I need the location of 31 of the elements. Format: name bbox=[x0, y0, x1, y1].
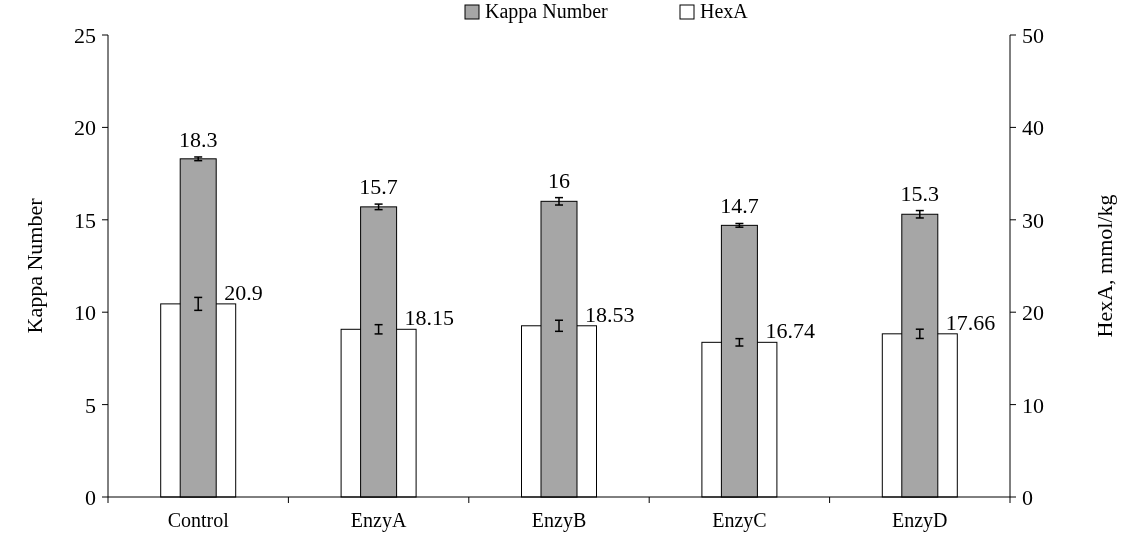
data-label: 17.66 bbox=[945, 309, 996, 335]
y-tick-label: 5 bbox=[85, 392, 96, 418]
x-tick-label: EnzyC bbox=[712, 509, 767, 532]
y2-tick-label: 20 bbox=[1022, 300, 1044, 326]
x-tick-label: EnzyB bbox=[531, 509, 587, 532]
data-label: 15.7 bbox=[359, 174, 398, 200]
x-tick-label: EnzyD bbox=[892, 509, 948, 532]
y-tick-label: 25 bbox=[74, 23, 96, 48]
data-label: 18.3 bbox=[178, 126, 218, 152]
y-axis-title: Kappa Number bbox=[22, 197, 47, 334]
y2-axis-title: HexA, mmol/kg bbox=[1092, 194, 1117, 338]
legend-label: HexA bbox=[700, 0, 749, 22]
data-label: 16.74 bbox=[765, 318, 815, 344]
y2-tick-label: 50 bbox=[1022, 23, 1044, 48]
y2-tick-label: 40 bbox=[1022, 115, 1044, 141]
data-label: 18.53 bbox=[585, 301, 635, 327]
x-tick-label: EnzyA bbox=[350, 509, 407, 532]
data-label: 15.3 bbox=[900, 180, 940, 206]
y2-tick-label: 30 bbox=[1022, 207, 1044, 233]
x-tick-label: Control bbox=[167, 509, 230, 531]
data-label: 14.7 bbox=[720, 193, 759, 219]
data-label: 16 bbox=[548, 167, 570, 193]
y-tick-label: 10 bbox=[74, 300, 96, 326]
y-tick-label: 0 bbox=[85, 485, 96, 510]
legend-label: Kappa Number bbox=[485, 0, 609, 23]
y2-tick-label: 10 bbox=[1022, 392, 1044, 418]
y-tick-label: 15 bbox=[74, 207, 96, 233]
y2-tick-label: 0 bbox=[1022, 485, 1033, 510]
data-label: 20.9 bbox=[224, 279, 263, 305]
data-label: 18.15 bbox=[404, 305, 455, 331]
y-tick-label: 20 bbox=[74, 115, 96, 141]
